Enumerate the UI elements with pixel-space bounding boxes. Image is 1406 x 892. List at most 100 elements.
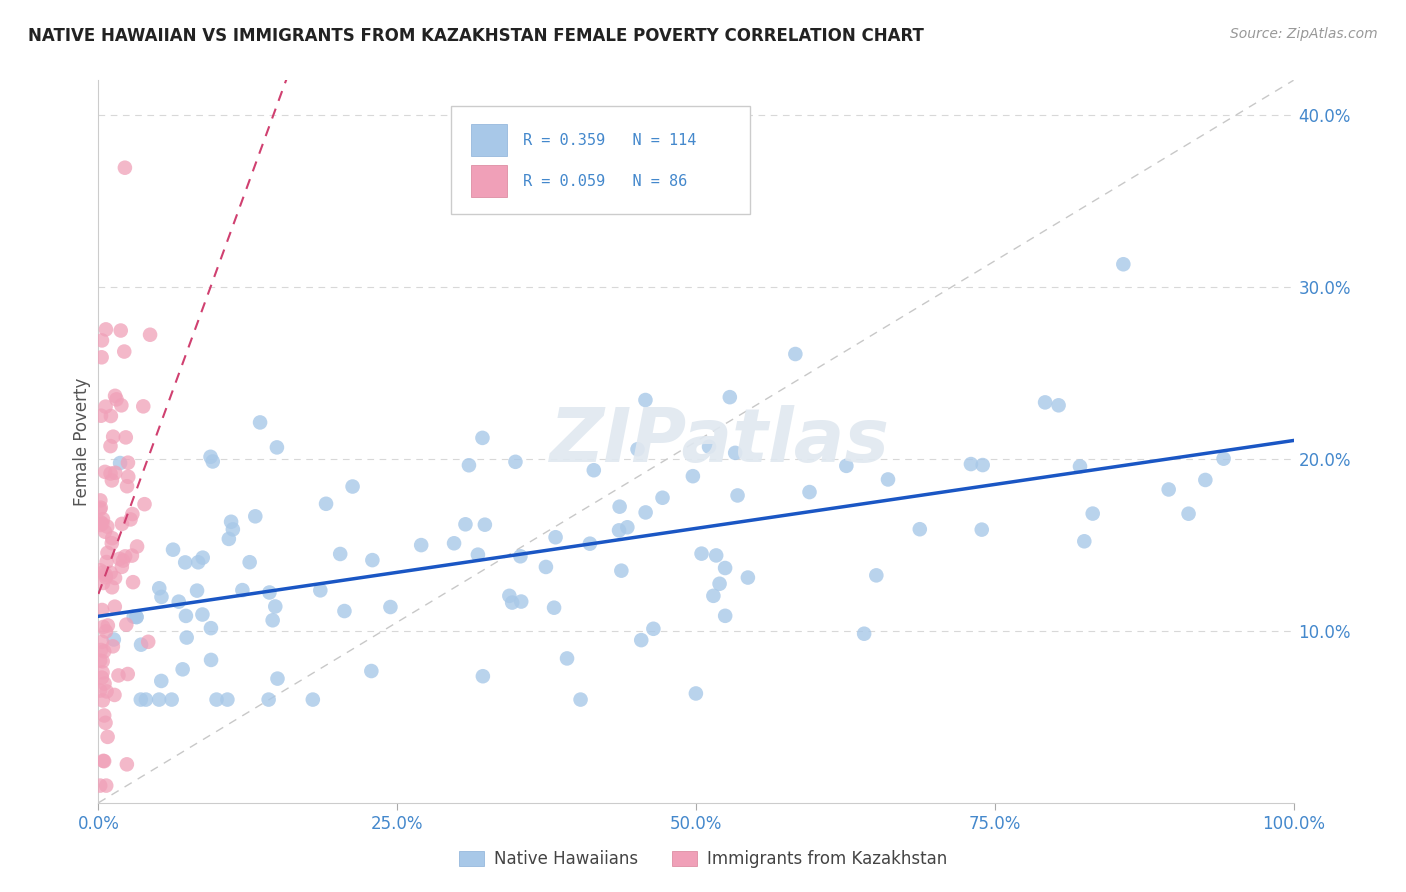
Point [544, 530, 567, 544]
Point [89, 502, 111, 516]
Point [91, 334, 114, 348]
Point [174, 608, 197, 623]
Point [93, 708, 115, 723]
Point [264, 599, 287, 614]
Point [555, 651, 578, 665]
Point [501, 596, 523, 610]
Point [96, 684, 118, 698]
Point [108, 456, 131, 470]
Point [509, 549, 531, 564]
Point [609, 500, 631, 514]
Point [714, 608, 737, 623]
Point [112, 553, 135, 567]
Point [93, 566, 115, 580]
Point [543, 600, 565, 615]
Point [96, 546, 118, 560]
Point [100, 439, 122, 453]
Point [94, 524, 117, 539]
Point [93, 754, 115, 768]
Point [257, 692, 280, 706]
Point [101, 531, 124, 545]
Point [89, 518, 111, 533]
Point [107, 668, 129, 682]
Point [91, 654, 114, 668]
Point [89, 563, 111, 577]
Point [266, 441, 288, 455]
Point [498, 589, 520, 603]
Point [93, 676, 115, 690]
Point [634, 505, 657, 519]
Point [91, 665, 114, 680]
Point [702, 589, 724, 603]
Point [94, 624, 117, 639]
Point [579, 536, 602, 550]
Point [90, 671, 112, 685]
Point [259, 585, 281, 599]
Point [704, 549, 727, 563]
Point [110, 398, 132, 412]
Point [718, 390, 741, 404]
Point [103, 688, 125, 702]
Point [104, 466, 127, 480]
Point [1081, 507, 1104, 521]
Point [105, 392, 128, 407]
Point [454, 517, 477, 532]
Point [634, 392, 657, 407]
Point [505, 455, 527, 469]
Point [458, 458, 481, 473]
Point [607, 524, 630, 538]
Point [91, 576, 114, 591]
Point [411, 538, 433, 552]
Point [1177, 507, 1199, 521]
Point [100, 566, 122, 580]
FancyBboxPatch shape [471, 165, 508, 197]
Point [191, 607, 214, 622]
Point [219, 515, 242, 529]
Point [150, 673, 173, 688]
Point [112, 344, 135, 359]
Point [108, 552, 131, 566]
Point [120, 512, 142, 526]
Point [329, 547, 352, 561]
Point [835, 458, 858, 473]
Point [114, 549, 136, 564]
Point [125, 610, 148, 624]
Point [103, 632, 125, 647]
Point [139, 327, 162, 342]
Point [94, 570, 117, 584]
Point [960, 457, 983, 471]
Point [342, 479, 364, 493]
Point [94, 322, 117, 336]
Point [91, 620, 114, 634]
Point [91, 634, 114, 648]
Point [122, 609, 145, 624]
Point [101, 430, 124, 444]
Y-axis label: Female Poverty: Female Poverty [73, 377, 91, 506]
Point [534, 560, 557, 574]
Point [117, 667, 139, 681]
Point [176, 631, 198, 645]
Point [616, 520, 638, 534]
Text: ZIPatlas: ZIPatlas [550, 405, 890, 478]
Point [100, 409, 122, 423]
Point [682, 469, 704, 483]
Point [150, 590, 173, 604]
Point [187, 555, 209, 569]
Point [90, 351, 112, 365]
Point [117, 469, 139, 483]
FancyBboxPatch shape [451, 105, 749, 214]
Point [104, 389, 127, 403]
Point [315, 497, 337, 511]
Point [104, 599, 127, 614]
Point [115, 757, 138, 772]
Point [186, 583, 208, 598]
Point [114, 430, 136, 444]
Point [231, 583, 253, 598]
Point [205, 692, 228, 706]
Point [94, 715, 117, 730]
Point [129, 638, 152, 652]
Point [97, 730, 120, 744]
Point [91, 516, 114, 531]
Point [218, 532, 240, 546]
Point [91, 512, 114, 526]
